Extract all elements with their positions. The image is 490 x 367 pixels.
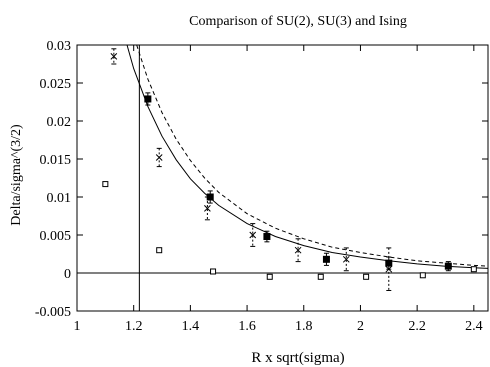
y-tick-label: -0.005 (35, 305, 71, 320)
x-tick-label: 1.4 (182, 319, 200, 334)
data-point-cross (155, 154, 163, 161)
x-tick-label: 1.6 (238, 319, 256, 334)
y-tick-label: 0.015 (40, 153, 72, 168)
data-point-open-square (317, 273, 324, 280)
data-point-filled-square (144, 95, 152, 103)
y-tick-label: 0.02 (47, 115, 72, 130)
data-point-filled-square (263, 233, 271, 241)
data-point-open-square (156, 247, 163, 254)
y-tick-label: 0 (64, 267, 71, 282)
data-point-open-square (419, 272, 426, 279)
x-axis-label: R x sqrt(sigma) (251, 350, 344, 366)
data-point-open-square (363, 273, 370, 280)
x-tick-label: 2.2 (408, 319, 426, 334)
x-tick-label: 1.8 (295, 319, 313, 334)
y-tick-label: 0.025 (40, 77, 72, 92)
data-point-cross (342, 255, 350, 263)
data-point-filled-square (385, 259, 393, 267)
x-tick-label: 2.4 (465, 319, 483, 334)
data-point-cross (249, 231, 257, 239)
x-tick-label: 1.2 (125, 319, 143, 334)
plot-frame (76, 44, 489, 312)
plot-area: 1 1.2 1.4 1.6 1.8 2 2.2 2.4 -0.005 0 0.005 0.01 0.01… (35, 39, 489, 334)
chart-title: Comparison of SU(2), SU(3) and Ising (189, 14, 407, 29)
data-point-open-square (102, 181, 109, 188)
x-tick-label: 2 (357, 319, 364, 334)
data-point-filled-square (322, 255, 330, 263)
fit-curve-dashed (136, 45, 488, 267)
fit-curve-solid (126, 45, 488, 269)
data-point-filled-square (206, 193, 214, 201)
y-tick-label: 0.005 (40, 229, 72, 244)
data-point-open-square (266, 273, 273, 280)
data-point-filled-square (444, 262, 452, 270)
y-tick-label: 0.01 (47, 191, 72, 206)
data-point-cross (204, 205, 211, 212)
data-point-cross (294, 246, 302, 254)
data-point-cross (110, 53, 118, 60)
data-point-open-square (210, 268, 217, 275)
x-tick-label: 1 (74, 319, 81, 334)
data-point-open-square (470, 266, 477, 273)
y-tick-label: 0.03 (47, 39, 72, 54)
y-axis-label: Delta/sigma^(3/2) (9, 124, 24, 226)
